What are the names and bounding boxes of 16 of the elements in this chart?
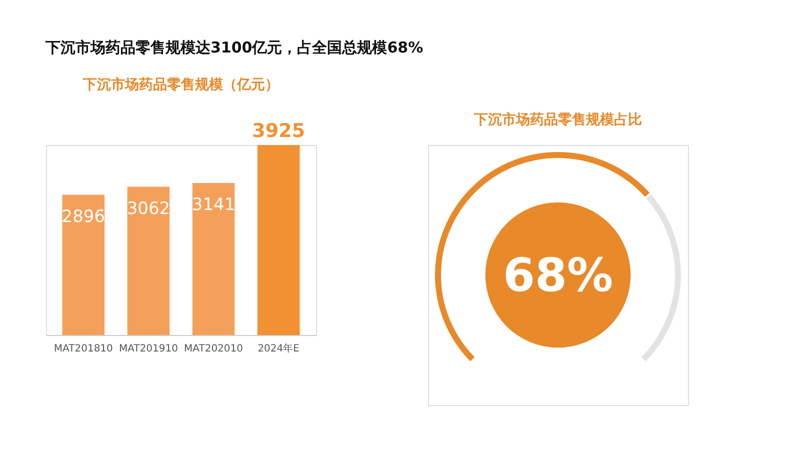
data-label: 3141 [192, 194, 236, 215]
chart-title: 下沉市场药品零售规模达3100亿元，占全国总规模68% [44, 38, 424, 56]
data-label: 3925 [252, 120, 306, 142]
x-tick-label: MAT201810 [54, 344, 113, 354]
data-label: 3062 [126, 198, 170, 219]
text: 68% [502, 248, 614, 302]
bar [62, 194, 105, 335]
chart-title: 下沉市场药品零售规模占比 [473, 111, 642, 128]
bar [127, 186, 170, 335]
x-tick-label: MAT201910 [118, 344, 178, 354]
bar [192, 182, 235, 335]
x-tick-label: 2024年E [258, 342, 300, 354]
chart-subtitle: 下沉市场药品零售规模（亿元） [82, 76, 279, 93]
x-tick-label: MAT202010 [184, 344, 244, 354]
bar [257, 145, 300, 335]
data-label: 2896 [62, 206, 106, 227]
